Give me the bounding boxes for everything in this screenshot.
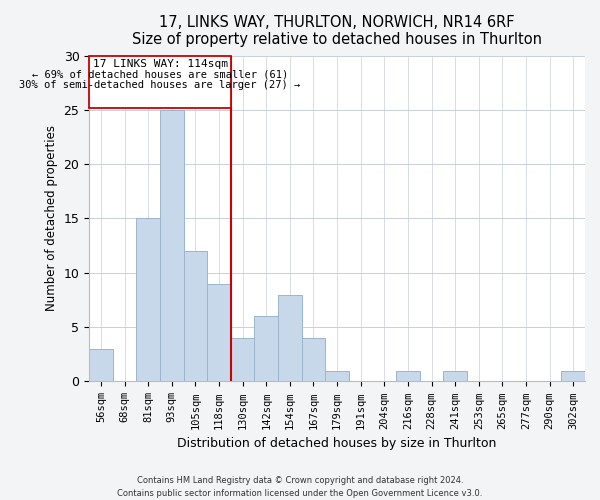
Text: Contains HM Land Registry data © Crown copyright and database right 2024.
Contai: Contains HM Land Registry data © Crown c… [118,476,482,498]
Bar [325,370,349,382]
Text: ← 69% of detached houses are smaller (61): ← 69% of detached houses are smaller (61… [32,69,288,79]
Bar [443,370,467,382]
FancyBboxPatch shape [89,56,231,108]
Title: 17, LINKS WAY, THURLTON, NORWICH, NR14 6RF
Size of property relative to detached: 17, LINKS WAY, THURLTON, NORWICH, NR14 6… [132,15,542,48]
Text: 30% of semi-detached houses are larger (27) →: 30% of semi-detached houses are larger (… [19,80,301,90]
Bar [302,338,325,382]
Bar [89,349,113,382]
Bar [278,294,302,382]
Bar [184,251,207,382]
Text: 17 LINKS WAY: 114sqm: 17 LINKS WAY: 114sqm [92,59,227,69]
Y-axis label: Number of detached properties: Number of detached properties [45,126,58,312]
Bar [231,338,254,382]
Bar [396,370,420,382]
Bar [207,284,231,382]
X-axis label: Distribution of detached houses by size in Thurlton: Distribution of detached houses by size … [178,437,497,450]
Bar [136,218,160,382]
Bar [562,370,585,382]
Bar [254,316,278,382]
Bar [160,110,184,382]
